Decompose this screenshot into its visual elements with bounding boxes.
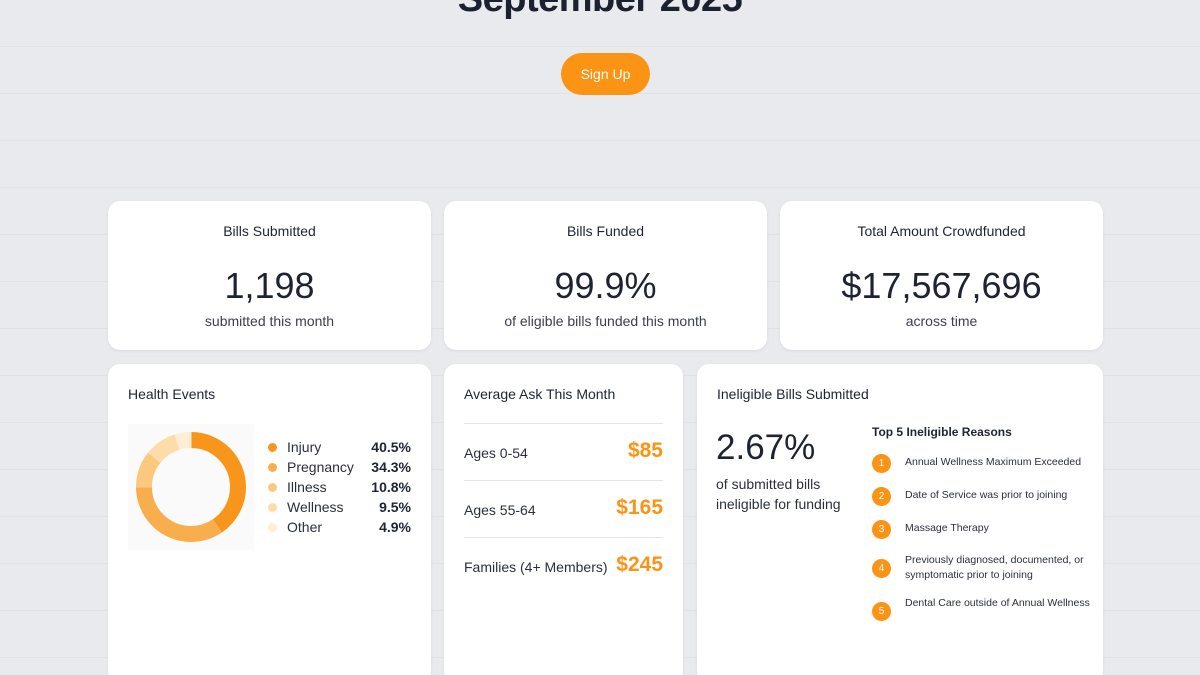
reason-text: Date of Service was prior to joining xyxy=(905,489,1068,501)
card-title: Health Events xyxy=(128,386,216,402)
ask-row: Ages 55-64 $165 xyxy=(464,494,663,524)
total-crowdfunded-card: Total Amount Crowdfunded $17,567,696 acr… xyxy=(780,201,1103,350)
legend-swatch xyxy=(268,503,277,512)
bills-funded-card: Bills Funded 99.9% of eligible bills fun… xyxy=(444,201,767,350)
legend-item: Pregnancy 34.3% xyxy=(268,458,411,478)
legend-label: Other xyxy=(287,519,323,535)
stat-subtext: across time xyxy=(905,313,978,329)
legend-label: Wellness xyxy=(287,499,344,515)
reasons-title: Top 5 Ineligible Reasons xyxy=(872,425,1012,439)
ask-label: Ages 0-54 xyxy=(464,445,528,461)
average-ask-card: Average Ask This Month Ages 0-54 $85 Age… xyxy=(444,364,683,675)
legend-item: Injury 40.5% xyxy=(268,438,411,458)
stat-subtext: submitted this month xyxy=(204,313,335,329)
ask-label: Families (4+ Members) xyxy=(464,559,608,575)
stat-value: 99.9% xyxy=(554,265,657,306)
health-events-card: Health Events Injury 40.5% Pregnancy 34.… xyxy=(108,364,431,675)
stat-value: $17,567,696 xyxy=(841,265,1042,306)
reason-text: Dental Care outside of Annual Wellness xyxy=(905,597,1090,609)
legend-value: 9.5% xyxy=(379,499,411,515)
reason-text: Annual Wellness Maximum Exceeded xyxy=(905,456,1082,468)
legend-swatch xyxy=(268,443,277,452)
stat-subtext: of eligible bills funded this month xyxy=(504,313,707,329)
reason-number-badge: 2 xyxy=(872,487,891,506)
legend-value: 4.9% xyxy=(379,519,411,535)
legend-swatch xyxy=(268,523,277,532)
donut-slice-other xyxy=(136,432,246,542)
reason-text: Massage Therapy xyxy=(905,522,989,534)
card-title: Average Ask This Month xyxy=(464,386,616,402)
legend-swatch xyxy=(268,463,277,472)
health-events-legend: Injury 40.5% Pregnancy 34.3% Illness 10.… xyxy=(268,438,411,538)
legend-value: 10.8% xyxy=(371,479,411,495)
legend-swatch xyxy=(268,483,277,492)
ask-price: $85 xyxy=(627,439,663,462)
reason-text: Previously diagnosed, documented, or sym… xyxy=(905,554,1084,581)
ask-row: Ages 0-54 $85 xyxy=(464,437,663,467)
stat-value: 1,198 xyxy=(224,265,315,306)
ineligible-subtext: of submitted bills ineligible for fundin… xyxy=(716,476,841,512)
donut-slice-pregnancy xyxy=(136,432,246,542)
legend-item: Illness 10.8% xyxy=(268,478,411,498)
divider xyxy=(464,423,663,424)
reason-number-badge: 5 xyxy=(872,602,891,621)
stat-label: Bills Submitted xyxy=(223,223,316,239)
legend-label: Illness xyxy=(287,479,327,495)
card-title: Ineligible Bills Submitted xyxy=(717,386,869,402)
donut-slice-injury xyxy=(136,432,246,542)
legend-label: Injury xyxy=(287,439,322,455)
legend-value: 40.5% xyxy=(371,439,411,455)
bills-submitted-card: Bills Submitted 1,198 submitted this mon… xyxy=(108,201,431,350)
ask-label: Ages 55-64 xyxy=(464,502,536,518)
donut-slice-illness xyxy=(136,432,246,542)
stat-label: Bills Funded xyxy=(566,223,645,239)
reason-number-badge: 4 xyxy=(872,559,891,578)
divider xyxy=(464,537,663,538)
stat-label: Total Amount Crowdfunded xyxy=(857,223,1026,239)
divider xyxy=(464,480,663,481)
legend-item: Other 4.9% xyxy=(268,518,411,538)
ask-price: $165 xyxy=(616,496,663,519)
ineligible-bills-card: Ineligible Bills Submitted 2.67% of subm… xyxy=(697,364,1103,675)
ineligible-percentage: 2.67% xyxy=(716,428,816,467)
reason-number-badge: 3 xyxy=(872,520,891,539)
ask-row: Families (4+ Members) $245 xyxy=(464,551,663,581)
ask-price: $245 xyxy=(616,553,663,576)
page-title: September 2025 xyxy=(0,0,1200,21)
legend-label: Pregnancy xyxy=(287,459,354,475)
health-events-donut xyxy=(128,424,254,550)
sign-up-button[interactable]: Sign Up xyxy=(561,53,650,95)
reason-number-badge: 1 xyxy=(872,454,891,473)
legend-value: 34.3% xyxy=(371,459,411,475)
legend-item: Wellness 9.5% xyxy=(268,498,411,518)
